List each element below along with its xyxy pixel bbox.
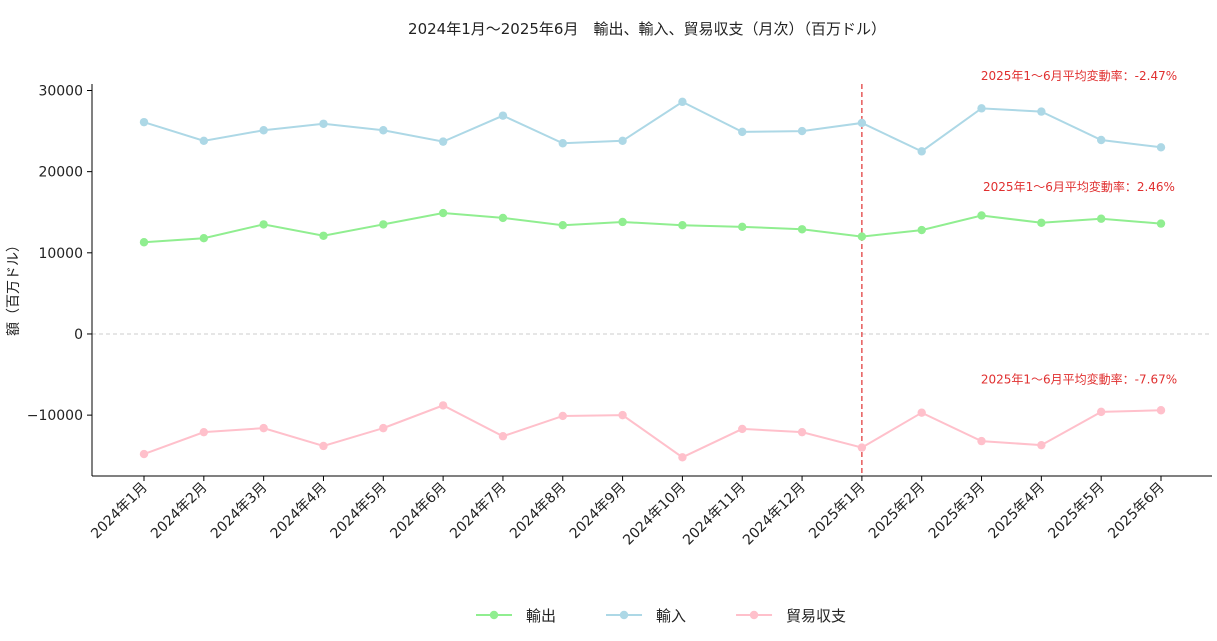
data-point (259, 126, 268, 135)
data-point (738, 127, 747, 137)
plot-area: −1000001000020000300002024年1月2024年2月2024… (27, 68, 1212, 549)
data-point (438, 401, 448, 410)
y-tick-label: −10000 (27, 408, 83, 424)
data-point (558, 221, 567, 230)
data-point (678, 97, 687, 107)
data-point (1037, 107, 1046, 116)
data-point (977, 436, 986, 446)
series-line (143, 212, 1162, 244)
x-tick-label: 2025年1月 (806, 480, 869, 543)
x-tick-label: 2024年6月 (387, 480, 450, 543)
data-point (498, 213, 508, 223)
x-tick-label: 2025年3月 (926, 480, 989, 543)
x-tick-label: 2024年3月 (208, 480, 271, 543)
data-point (1156, 406, 1166, 415)
x-tick-label: 2024年12月 (740, 480, 809, 549)
annotation-label: 2025年1～6月平均変動率：-2.47% (981, 68, 1177, 83)
x-tick-label: 2024年8月 (507, 480, 570, 543)
data-point (139, 449, 149, 459)
data-point (139, 117, 149, 127)
y-tick-label: 20000 (38, 165, 83, 181)
legend-label: 輸入 (656, 607, 686, 625)
legend: 輸出 輸入 貿易収支 (476, 607, 846, 625)
legend-swatch-marker (489, 610, 499, 620)
data-point (678, 453, 687, 462)
x-tick-label: 2024年9月 (567, 480, 630, 543)
data-point (139, 238, 149, 247)
annotation-label: 2025年1～6月平均変動率：-7.67% (981, 371, 1177, 386)
data-point (1096, 407, 1106, 417)
x-tick-label: 2025年2月 (866, 480, 929, 543)
data-point (319, 231, 328, 240)
data-point (438, 137, 448, 146)
data-point (558, 139, 567, 148)
data-point (1037, 218, 1046, 227)
data-point (319, 119, 328, 128)
data-point (857, 232, 867, 241)
data-point (1096, 214, 1106, 223)
data-point (917, 408, 926, 417)
data-point (498, 111, 508, 120)
data-point (618, 136, 627, 146)
data-point (618, 410, 627, 420)
data-point (199, 427, 209, 437)
data-point (379, 423, 388, 433)
x-tick-label: 2025年6月 (1105, 480, 1168, 543)
data-point (917, 225, 926, 235)
data-point (199, 234, 209, 243)
data-point (259, 220, 268, 229)
x-tick-label: 2024年1月 (88, 480, 151, 543)
data-point (977, 211, 986, 220)
data-point (738, 222, 747, 232)
series-line (143, 100, 1162, 153)
data-point (1156, 219, 1166, 228)
data-point (1156, 143, 1166, 152)
data-point (797, 427, 807, 437)
data-point (319, 441, 328, 451)
series-line (143, 404, 1162, 459)
y-tick-label: 10000 (38, 246, 83, 262)
data-point (438, 208, 448, 218)
legend-label: 輸出 (526, 607, 556, 625)
data-point (259, 423, 268, 433)
data-point (379, 126, 388, 135)
data-point (558, 411, 567, 421)
data-point (857, 443, 867, 452)
x-tick-label: 2024年5月 (328, 480, 391, 543)
data-point (977, 104, 986, 113)
data-point (917, 147, 926, 156)
data-point (618, 217, 627, 227)
data-point (498, 432, 508, 441)
annotation-label: 2025年1～6月平均変動率：2.46% (983, 179, 1175, 194)
data-point (1037, 440, 1046, 450)
x-tick-label: 2024年7月 (447, 480, 510, 543)
y-axis-label: 額（百万ドル） (6, 238, 22, 336)
x-tick-label: 2025年5月 (1045, 480, 1108, 543)
x-tick-label: 2024年11月 (680, 480, 749, 549)
data-point (199, 136, 209, 146)
data-point (857, 118, 867, 128)
y-tick-label: 0 (74, 327, 83, 343)
x-tick-label: 2024年10月 (620, 480, 689, 549)
data-point (678, 221, 687, 230)
data-point (738, 424, 747, 434)
legend-label: 貿易収支 (786, 607, 846, 625)
y-tick-label: 30000 (38, 83, 83, 99)
legend-swatch-marker (619, 610, 629, 620)
x-tick-label: 2024年2月 (148, 480, 211, 543)
legend-swatch-marker (749, 610, 759, 620)
data-point (797, 225, 807, 234)
chart-title: 2024年1月～2025年6月 輸出、輸入、貿易収支（月次）（百万ドル） (408, 20, 886, 38)
data-point (1096, 135, 1106, 145)
x-tick-label: 2024年4月 (268, 480, 331, 543)
data-point (379, 220, 388, 229)
data-point (797, 126, 807, 136)
x-tick-label: 2025年4月 (986, 480, 1049, 543)
